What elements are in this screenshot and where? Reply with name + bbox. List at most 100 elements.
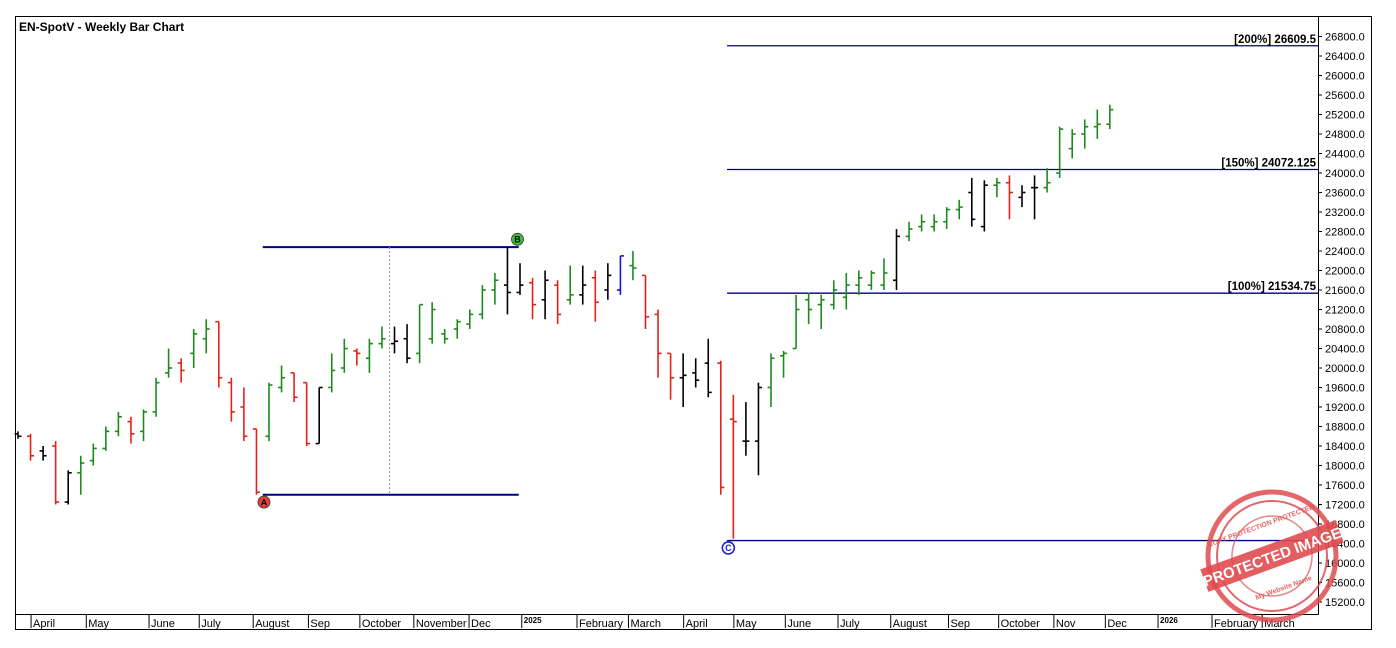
- ohlc-bar-78: [993, 177, 1001, 198]
- ohlc-bar-8: [114, 411, 122, 437]
- ohlc-bar-84: [1068, 129, 1076, 159]
- marker-c: C: [721, 541, 736, 555]
- x-tick-label-5: Sep: [310, 618, 330, 630]
- ohlc-bar-44: [566, 265, 574, 305]
- ohlc-bar-5: [77, 455, 85, 495]
- ohlc-bar-53: [679, 353, 687, 407]
- ohlc-bar-58: [742, 402, 750, 456]
- level-label-1: [150%] 24072.125: [1221, 157, 1316, 169]
- ohlc-bar-35: [453, 319, 461, 339]
- ohlc-bar-22: [290, 372, 298, 403]
- ohlc-bar-69: [880, 258, 888, 290]
- chart-title: EN-SpotV - Weekly Bar Chart: [19, 20, 184, 34]
- ohlc-bar-73: [930, 214, 938, 232]
- swing-markers: A B C: [257, 232, 736, 555]
- ohlc-bar-17: [227, 377, 235, 422]
- y-tick-label-18: 19600.0: [1325, 383, 1365, 395]
- ohlc-bar-80: [1018, 185, 1026, 208]
- y-tick-label-24: 17200.0: [1325, 500, 1365, 512]
- y-tick-label-12: 22000.0: [1325, 266, 1365, 278]
- ohlc-bar-70: [893, 229, 900, 290]
- ohlc-bar-43: [554, 280, 562, 325]
- ohlc-bar-33: [428, 302, 436, 344]
- ohlc-bar-21: [278, 365, 286, 393]
- x-tick-label-8: Dec: [471, 618, 491, 630]
- x-tick-label-17: Sep: [950, 618, 970, 630]
- x-tick-label-2: June: [151, 618, 175, 630]
- ohlc-bar-39: [503, 247, 511, 315]
- x-tick-label-0: April: [33, 618, 55, 630]
- ohlc-bar-54: [692, 358, 700, 388]
- ohlc-bar-76: [968, 177, 976, 227]
- x-tick-label-16: August: [893, 618, 927, 630]
- y-tick-label-4: 25200.0: [1325, 110, 1365, 122]
- y-tick-label-14: 21200.0: [1325, 305, 1365, 317]
- ohlc-bar-85: [1081, 119, 1089, 149]
- chart-frame: [15, 16, 1372, 630]
- x-tick-label-10: February: [579, 618, 624, 630]
- ohlc-bar-37: [478, 285, 486, 320]
- ohlc-bar-75: [955, 199, 963, 220]
- ohlc-bar-56: [717, 360, 725, 495]
- marker-label: A: [261, 497, 268, 507]
- y-tick-label-17: 20000.0: [1325, 363, 1365, 375]
- ohlc-bar-46: [591, 270, 599, 322]
- ohlc-bar-6: [89, 443, 97, 466]
- level-label-0: [200%] 26609.5: [1234, 34, 1316, 46]
- marker-a: A: [257, 495, 271, 509]
- ohlc-bar-86: [1093, 109, 1101, 139]
- ohlc-bar-52: [667, 352, 675, 400]
- ohlc-bar-3: [52, 441, 60, 505]
- ohlc-bar-36: [466, 309, 474, 329]
- marker-circle: [511, 232, 524, 246]
- x-tick-label-9: 2025: [524, 616, 542, 625]
- ohlc-bar-41: [529, 277, 537, 320]
- ohlc-bar-82: [1043, 168, 1051, 193]
- x-tick-label-14: June: [787, 618, 811, 630]
- y-tick-label-9: 23200.0: [1325, 207, 1365, 219]
- x-tick-label-4: August: [255, 618, 289, 630]
- ohlc-bar-13: [177, 358, 185, 383]
- ohlc-bar-24: [315, 386, 323, 445]
- x-tick-label-20: Dec: [1107, 618, 1127, 630]
- y-tick-label-28: 15600.0: [1325, 578, 1365, 590]
- y-tick-label-10: 22800.0: [1325, 227, 1365, 239]
- ohlc-bar-63: [805, 292, 813, 325]
- ohlc-bar-19: [252, 428, 260, 495]
- ohlc-bar-16: [215, 320, 223, 388]
- y-tick-label-11: 22400.0: [1325, 246, 1365, 258]
- ohlc-bar-72: [918, 214, 926, 232]
- y-tick-label-7: 24000.0: [1325, 168, 1365, 180]
- y-tick-label-29: 15200.0: [1325, 597, 1365, 609]
- ohlc-bar-81: [1031, 175, 1039, 220]
- ohlc-bar-14: [190, 329, 198, 368]
- y-tick-label-8: 23600.0: [1325, 188, 1365, 200]
- ohlc-bar-71: [905, 221, 913, 242]
- ohlc-bar-1: [27, 433, 35, 461]
- x-tick-label-11: March: [630, 618, 661, 630]
- y-tick-label-15: 20800.0: [1325, 324, 1365, 336]
- x-tick-label-21: 2026: [1160, 616, 1178, 625]
- ohlc-bar-57: [729, 394, 737, 539]
- ohlc-bar-42: [541, 270, 549, 320]
- ohlc-bar-59: [754, 382, 762, 476]
- ohlc-bar-65: [830, 280, 838, 310]
- level-label-2: [100%] 21534.75: [1228, 281, 1317, 293]
- y-tick-label-5: 24800.0: [1325, 129, 1365, 141]
- ohlc-bar-55: [704, 338, 712, 398]
- ohlc-bar-28: [365, 338, 373, 373]
- y-tick-label-16: 20400.0: [1325, 344, 1365, 356]
- x-tick-label-3: July: [201, 618, 221, 630]
- ohlc-bar-26: [340, 338, 348, 373]
- x-tick-label-18: October: [1001, 618, 1040, 630]
- y-tick-label-21: 18400.0: [1325, 441, 1365, 453]
- ohlc-bar-51: [654, 309, 662, 378]
- y-tick-label-3: 25600.0: [1325, 90, 1365, 102]
- ohlc-bar-66: [842, 272, 850, 310]
- y-tick-label-6: 24400.0: [1325, 149, 1365, 161]
- ohlc-bar-61: [780, 350, 788, 378]
- price-bars: [14, 104, 1114, 539]
- ohlc-bar-50: [642, 274, 649, 329]
- ohlc-bar-15: [202, 319, 210, 354]
